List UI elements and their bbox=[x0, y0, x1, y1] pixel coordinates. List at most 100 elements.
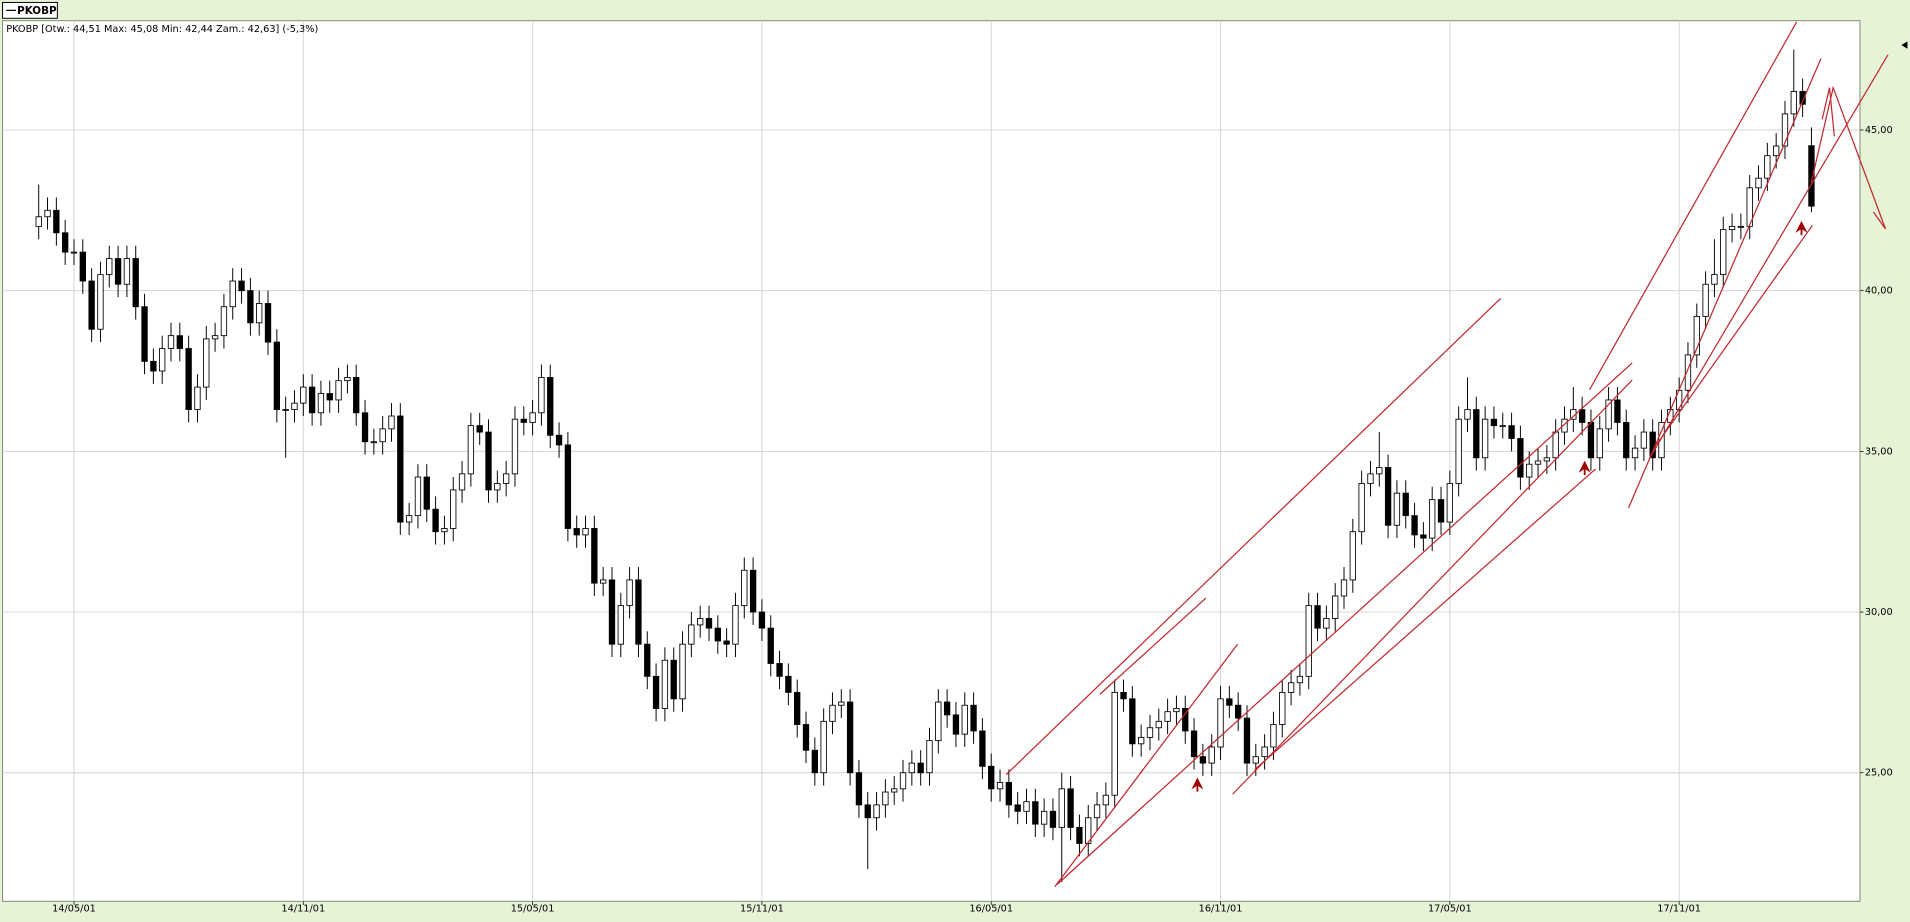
candle-body bbox=[1473, 409, 1480, 459]
candle-body bbox=[1376, 467, 1383, 475]
x-tick-label: 14/05/01 bbox=[52, 904, 96, 915]
candle-body bbox=[1340, 579, 1348, 597]
candle-body bbox=[1155, 720, 1162, 729]
candle-body bbox=[1799, 90, 1806, 105]
trend-lines bbox=[1005, 21, 1889, 888]
candle-body bbox=[573, 528, 580, 536]
candle-body bbox=[1455, 418, 1462, 484]
candle-body bbox=[714, 627, 721, 642]
candle-body bbox=[741, 569, 748, 607]
candle-body bbox=[1190, 730, 1198, 758]
candle-body bbox=[203, 338, 210, 388]
candle-body bbox=[70, 251, 78, 254]
candle-body bbox=[1720, 229, 1727, 276]
candle-body bbox=[300, 386, 307, 404]
candle-body bbox=[1543, 457, 1551, 462]
forecast-arrow bbox=[1821, 87, 1835, 137]
candle-body bbox=[617, 605, 624, 645]
candle-body bbox=[159, 348, 166, 372]
candle-body bbox=[1173, 708, 1180, 713]
candle-body bbox=[211, 335, 219, 340]
legend-box[interactable] bbox=[2, 1, 58, 19]
trend-line bbox=[1099, 597, 1207, 695]
candle-body bbox=[476, 425, 483, 433]
candle-body bbox=[1208, 746, 1215, 764]
candle-body bbox=[1737, 225, 1745, 228]
candle-body bbox=[53, 209, 60, 234]
candle-body bbox=[1120, 691, 1127, 700]
candle-body bbox=[397, 415, 404, 523]
candle-body bbox=[388, 415, 395, 430]
candle-body bbox=[767, 627, 774, 664]
candle-body bbox=[891, 788, 898, 793]
candle-body bbox=[882, 791, 889, 806]
candle-body bbox=[467, 425, 475, 475]
candle-body bbox=[705, 618, 713, 629]
candle-body bbox=[1446, 483, 1453, 523]
candle-body bbox=[1305, 605, 1312, 677]
candle-body bbox=[167, 335, 175, 349]
candle-body bbox=[1252, 756, 1259, 764]
candle-body bbox=[1023, 801, 1030, 812]
candle-body bbox=[626, 579, 633, 607]
candle-body bbox=[1684, 354, 1692, 391]
candle-body bbox=[1420, 534, 1427, 539]
candle-body bbox=[732, 605, 739, 645]
candle-body bbox=[379, 428, 386, 443]
candle-body bbox=[538, 377, 545, 414]
candle-body bbox=[1287, 682, 1295, 693]
candle-body bbox=[1129, 698, 1136, 745]
candle-body bbox=[961, 704, 968, 735]
candle-body bbox=[494, 483, 501, 491]
trend-line bbox=[1589, 21, 1798, 391]
candle-body bbox=[511, 418, 519, 475]
candle-body bbox=[899, 772, 907, 790]
candle-body bbox=[1596, 428, 1603, 459]
trend-line bbox=[1254, 468, 1597, 771]
y-tick-label: 25,00 bbox=[1865, 768, 1893, 779]
candle-body bbox=[150, 360, 157, 372]
candle-body bbox=[1790, 90, 1797, 115]
candle-body bbox=[405, 515, 413, 523]
candle-body bbox=[1235, 704, 1242, 719]
candle-body bbox=[485, 431, 492, 491]
candle-body bbox=[1067, 788, 1074, 828]
candle-body bbox=[644, 643, 651, 677]
candle-body bbox=[1631, 447, 1639, 459]
candle-body bbox=[1755, 177, 1762, 189]
candle-body bbox=[1561, 418, 1568, 433]
candle-body bbox=[943, 701, 951, 716]
trend-line bbox=[1056, 362, 1633, 885]
trend-line bbox=[1005, 297, 1502, 776]
info-text: PKOBP [Otw.: 44,51 Max: 45,08 Min: 42,44… bbox=[6, 24, 318, 35]
trend-line bbox=[1656, 224, 1813, 445]
candle-body bbox=[679, 643, 686, 700]
candle-body bbox=[864, 804, 871, 819]
candle-body bbox=[361, 412, 369, 443]
candle-body bbox=[1640, 431, 1648, 449]
signal-arrow bbox=[1795, 220, 1808, 236]
candle-body bbox=[88, 280, 95, 330]
x-tick-label: 14/11/01 bbox=[281, 904, 325, 915]
candle-body bbox=[432, 508, 439, 533]
candle-body bbox=[282, 409, 289, 411]
candle-body bbox=[811, 749, 818, 774]
scroll-marker[interactable] bbox=[1901, 41, 1908, 49]
candle-body bbox=[591, 528, 598, 584]
candle-body bbox=[1296, 675, 1304, 684]
candle-body bbox=[1243, 717, 1251, 764]
candle-body bbox=[652, 675, 660, 709]
candle-body bbox=[132, 258, 139, 308]
candle-body bbox=[1226, 698, 1233, 706]
candle-body bbox=[97, 274, 104, 330]
candle-body bbox=[758, 611, 766, 629]
candle-body bbox=[1146, 727, 1154, 738]
candle-body bbox=[1773, 145, 1780, 157]
candle-body bbox=[194, 386, 201, 411]
candle-body bbox=[502, 473, 510, 484]
candle-body bbox=[176, 335, 183, 349]
candle-body bbox=[1358, 483, 1365, 533]
candle-body bbox=[247, 290, 254, 324]
trend-line bbox=[1627, 58, 1822, 509]
candle-body bbox=[688, 624, 695, 645]
